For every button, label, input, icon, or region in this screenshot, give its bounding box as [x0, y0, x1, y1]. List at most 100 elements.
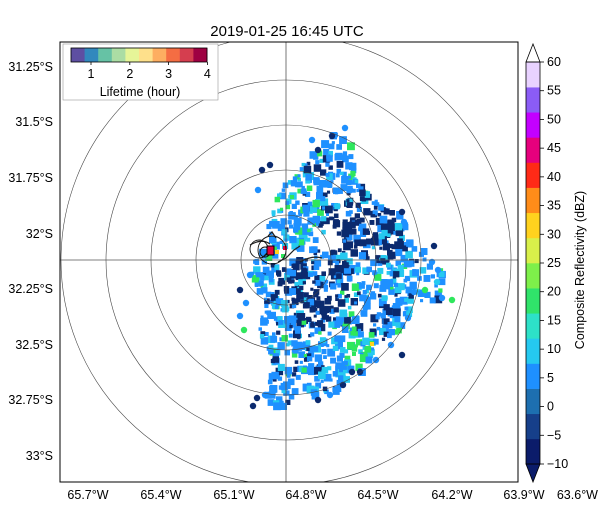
longitude-tick-label: 65.7°W [67, 488, 108, 502]
echo-cell [313, 164, 322, 172]
echo-cell [316, 185, 324, 193]
longitude-tick-label: 64.8°W [285, 488, 326, 502]
echo-cell [352, 329, 359, 336]
echo-cell [287, 180, 293, 185]
echo-cell [312, 271, 318, 276]
echo-cell [346, 275, 353, 282]
echo-cell [335, 362, 343, 370]
echo-cell [350, 228, 357, 235]
echo-cell [284, 366, 293, 375]
echo-cell [281, 229, 288, 235]
echo-cell [282, 182, 289, 189]
lifetime-color-segment [179, 48, 194, 62]
colorbar-segment [526, 237, 540, 264]
echo-cell [285, 385, 289, 390]
echo-cell [272, 221, 280, 229]
echo-cell [272, 241, 280, 250]
echo-cell [346, 191, 351, 196]
echo-cell [305, 178, 311, 184]
echo-cell [253, 266, 261, 274]
echo-cell [348, 368, 356, 376]
echo-cell [375, 255, 381, 261]
echo-cell [448, 296, 456, 304]
echo-cell [253, 394, 261, 402]
echo-cell [314, 146, 322, 154]
echo-cell [311, 246, 318, 253]
echo-cell [354, 301, 358, 305]
echo-cell [291, 303, 297, 309]
echo-cell [323, 287, 328, 292]
echo-cell [422, 257, 427, 262]
echo-cell [267, 379, 273, 385]
echo-cell [277, 376, 283, 381]
echo-cell [269, 385, 278, 393]
echo-cell [314, 280, 321, 286]
echo-cell [265, 291, 272, 298]
echo-cell [358, 227, 362, 231]
echo-cell [334, 153, 341, 161]
echo-cell [344, 355, 351, 362]
echo-cell [327, 260, 333, 266]
echo-cell [314, 396, 322, 404]
echo-cell [313, 314, 317, 318]
echo-cell [305, 340, 311, 345]
echo-cell [420, 299, 424, 303]
echo-cell [318, 361, 324, 367]
echo-cell [393, 231, 398, 235]
echo-cell [328, 321, 335, 328]
echo-cell [330, 305, 334, 309]
echo-cell [354, 245, 358, 249]
echo-cell [390, 223, 398, 231]
echo-cell [344, 295, 348, 299]
longitude-tick-label: 63.6°W [557, 488, 598, 502]
echo-cell [395, 228, 404, 237]
echo-cell [347, 142, 355, 151]
echo-cell [260, 318, 268, 326]
echo-cell [439, 268, 444, 272]
latitude-tick-label: 31.75°S [8, 171, 53, 185]
echo-cell [376, 326, 381, 331]
echo-cell [268, 311, 276, 319]
echo-cell [349, 217, 356, 224]
echo-cell [312, 346, 319, 352]
echo-cell [293, 366, 299, 372]
echo-cell [307, 295, 313, 301]
echo-cell [312, 237, 319, 243]
echo-cell [379, 246, 383, 250]
lifetime-color-segment [166, 48, 181, 62]
echo-cell [290, 322, 296, 328]
latitude-tick-label: 32°S [26, 227, 53, 241]
echo-cell [395, 260, 401, 267]
echo-cell [350, 167, 357, 174]
echo-cell [378, 205, 384, 211]
echo-cell [342, 137, 347, 143]
echo-cell [310, 287, 314, 291]
echo-cell [346, 241, 354, 249]
echo-cell [291, 352, 298, 358]
echo-cell [264, 310, 268, 314]
echo-cell [380, 279, 388, 287]
echo-cell [420, 248, 428, 255]
echo-cell [317, 323, 326, 332]
echo-cell [277, 342, 285, 350]
echo-cell [325, 309, 329, 313]
echo-cell [355, 262, 361, 268]
echo-cell [332, 320, 341, 328]
echo-cell [340, 252, 348, 260]
lifetime-color-segment [152, 48, 167, 62]
colorbar-tick-label: 5 [547, 371, 554, 385]
echo-cell [321, 271, 326, 276]
echo-cell [311, 391, 320, 400]
echo-cell [362, 228, 370, 235]
echo-cell [393, 271, 400, 278]
echo-cell [358, 349, 363, 354]
latitude-tick-label: 32.5°S [15, 338, 53, 352]
echo-cell [423, 275, 431, 282]
echo-cell [312, 215, 321, 224]
echo-cell [285, 399, 291, 405]
echo-cell [264, 297, 267, 301]
echo-cell [438, 294, 446, 302]
echo-cell [288, 315, 297, 324]
colorbar-tick-label: 55 [547, 84, 561, 98]
